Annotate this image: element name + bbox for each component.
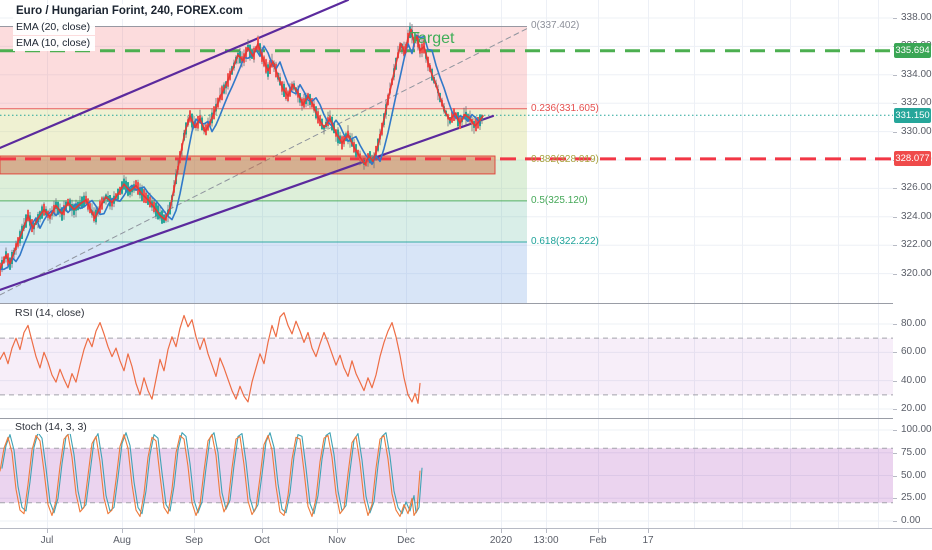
indicator-legend-ema10[interactable]: EMA (10, close)	[13, 36, 96, 51]
axis-tick	[893, 273, 897, 275]
symbol-title[interactable]: Euro / Hungarian Forint, 240, FOREX.com	[13, 4, 248, 19]
stoch-axis-label: 100.00	[901, 424, 932, 435]
time-axis-label: Aug	[113, 535, 131, 546]
rsi-axis-label: 40.00	[901, 374, 927, 386]
axis-tick	[893, 131, 897, 133]
axis-tick	[194, 529, 195, 533]
pane-divider[interactable]	[0, 303, 893, 304]
fib-level-label[interactable]: 0(337.402)	[531, 20, 580, 32]
axis-tick	[893, 452, 897, 454]
axis-tick	[648, 529, 649, 533]
chart-legend: Euro / Hungarian Forint, 240, FOREX.com …	[13, 4, 248, 52]
stoch-pane-label[interactable]: Stoch (14, 3, 3)	[13, 421, 91, 434]
axis-tick	[893, 18, 897, 19]
price-chart-pane[interactable]	[0, 0, 893, 303]
axis-tick	[501, 529, 502, 533]
stoch-axis-label: 50.00	[901, 469, 927, 481]
axis-tick	[893, 103, 897, 105]
price-axis[interactable]: 338.000336.000334.000332.000330.000328.0…	[893, 0, 932, 528]
rsi-pane[interactable]	[0, 304, 893, 418]
axis-tick	[893, 380, 897, 382]
time-axis-label: Nov	[328, 535, 346, 546]
axis-tick	[893, 352, 897, 354]
axis-tick	[406, 529, 407, 533]
time-axis-label: 17	[642, 535, 654, 546]
price-axis-label: 334.000	[901, 68, 932, 80]
time-axis-label: 13:00	[533, 535, 559, 546]
price-axis-label: 338.000	[901, 12, 932, 23]
pane-divider[interactable]	[0, 418, 893, 419]
rsi-axis-label: 80.00	[901, 318, 927, 329]
price-axis-label: 324.000	[901, 210, 932, 222]
rsi-pane-label[interactable]: RSI (14, close)	[13, 307, 89, 320]
time-axis-label: Jul	[40, 535, 54, 546]
axis-tick	[893, 521, 897, 522]
axis-tick	[598, 529, 599, 533]
price-axis-label: 330.000	[901, 125, 932, 137]
target-price-badge[interactable]: 335.694	[894, 43, 931, 59]
target-annotation[interactable]: Target	[410, 30, 455, 47]
price-axis-label: 320.000	[901, 267, 932, 279]
last-price-badge[interactable]: 331.150	[894, 107, 931, 123]
axis-tick	[893, 475, 897, 477]
axis-tick	[893, 74, 897, 76]
axis-tick	[546, 529, 547, 533]
axis-tick	[893, 409, 897, 410]
stoch-axis-label: 75.00	[901, 446, 927, 458]
price-axis-label: 326.000	[901, 182, 932, 194]
axis-tick	[47, 529, 48, 533]
fib-level-label[interactable]: 0.236(331.605)	[531, 102, 599, 114]
axis-tick	[893, 498, 897, 500]
time-axis-label: Sep	[185, 535, 203, 546]
rsi-axis-label: 20.00	[901, 403, 927, 414]
stoch-axis-label: 25.00	[901, 492, 927, 504]
time-axis-label: Feb	[589, 535, 607, 546]
indicator-legend-ema20[interactable]: EMA (20, close)	[13, 20, 96, 35]
rsi-axis-label: 60.00	[901, 346, 927, 358]
time-axis-label: Dec	[397, 535, 415, 546]
axis-tick	[893, 245, 897, 247]
axis-tick	[122, 529, 123, 533]
fib-level-label[interactable]: 0.382(328.019)	[531, 153, 599, 165]
alert-price-badge[interactable]: 328.077	[894, 151, 931, 167]
price-axis-label: 332.000	[901, 97, 932, 109]
price-axis-label: 322.000	[901, 239, 932, 251]
time-axis-label: 2020	[489, 535, 513, 546]
fib-level-label[interactable]: 0.618(322.222)	[531, 236, 599, 248]
axis-tick	[893, 324, 897, 325]
time-axis-label: Oct	[254, 535, 270, 546]
time-axis[interactable]: Jul Aug Sep Oct Nov Dec 2020 13:00 Feb 17	[0, 528, 932, 550]
stoch-pane[interactable]	[0, 419, 893, 528]
fib-level-label[interactable]: 0.5(325.120)	[531, 194, 588, 206]
axis-tick	[893, 216, 897, 218]
axis-tick	[893, 430, 897, 431]
stoch-axis-label: 0.00	[901, 515, 921, 526]
axis-tick	[337, 529, 338, 533]
axis-tick	[262, 529, 263, 533]
axis-tick	[893, 188, 897, 190]
